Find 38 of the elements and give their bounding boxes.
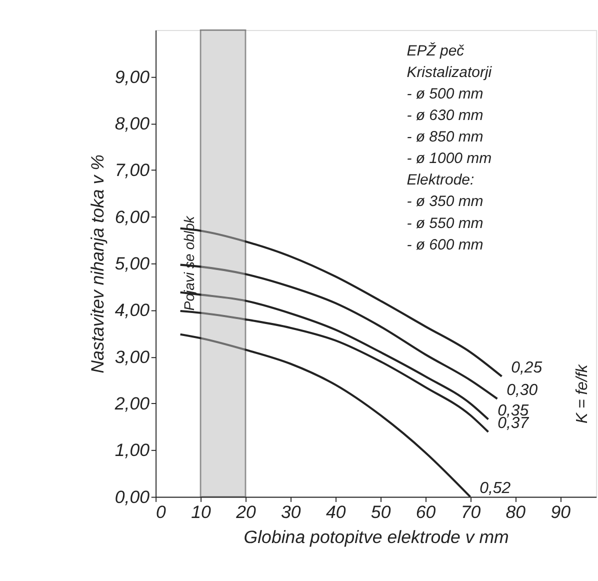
x-axis-title: Globina potopitve elektrode v mm [244, 527, 509, 548]
x-tick-label: 90 [550, 502, 571, 522]
annotation: K = fe/fk [574, 364, 591, 424]
annotation: Kristalizatorji [406, 64, 492, 81]
annotation: - ø 600 mm [406, 236, 484, 254]
series-label: 0,25 [511, 360, 542, 377]
x-tick-label: 70 [460, 502, 481, 522]
x-tick-label: 40 [326, 502, 346, 522]
annotation: - ø 500 mm [406, 85, 484, 102]
y-tick-label: 4,00 [114, 300, 150, 320]
series-label: 0,30 [506, 382, 538, 400]
x-tick-label: 50 [370, 502, 391, 522]
annotation: - ø 630 mm [406, 107, 484, 124]
y-tick-label: 2,00 [114, 394, 150, 414]
y-tick-label: 0,00 [114, 486, 150, 507]
y-tick-label: 8,00 [114, 113, 150, 134]
annotation: Elektrode: [406, 172, 474, 189]
annotation: - ø 1000 mm [406, 150, 492, 168]
series-label: 0,37 [498, 415, 530, 432]
y-tick-label: 1,00 [114, 440, 150, 460]
annotation: - ø 550 mm [406, 214, 484, 232]
annotation: EPŽ peč [406, 41, 465, 60]
y-tick-label: 5,00 [114, 254, 150, 274]
x-tick-label: 10 [191, 502, 212, 522]
annotation: - ø 850 mm [406, 128, 484, 146]
y-tick-label: 6,00 [114, 206, 150, 227]
y-axis-title: Nastavitev nihanja toka v % [88, 154, 108, 374]
annotation: - ø 350 mm [406, 193, 484, 210]
x-tick-label: 60 [416, 502, 436, 522]
x-tick-label: 20 [235, 502, 256, 522]
line-series [179, 310, 490, 433]
y-tick-label: 7,00 [114, 160, 150, 180]
y-tick-label: 3,00 [114, 346, 150, 367]
x-tick-label: 30 [281, 502, 301, 522]
x-tick-label: 0 [156, 502, 166, 522]
series-label: 0,52 [480, 480, 511, 498]
y-tick-label: 9,00 [114, 66, 150, 87]
x-tick-label: 80 [506, 502, 526, 522]
